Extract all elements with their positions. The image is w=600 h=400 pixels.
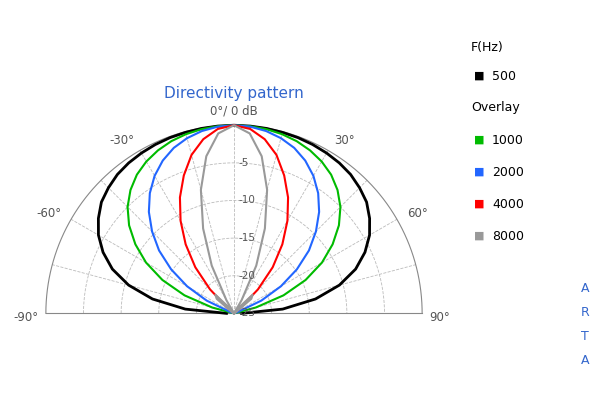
Text: -5: -5 xyxy=(239,158,249,168)
Text: T: T xyxy=(581,330,589,342)
Text: -90°: -90° xyxy=(13,312,38,324)
Text: A: A xyxy=(581,282,589,294)
Text: ■: ■ xyxy=(474,167,485,177)
Text: -60°: -60° xyxy=(36,207,61,220)
Text: R: R xyxy=(581,306,589,318)
Text: Overlay: Overlay xyxy=(471,102,520,114)
Text: 8000: 8000 xyxy=(492,230,524,242)
Text: ■: ■ xyxy=(474,71,485,81)
Text: 4000: 4000 xyxy=(492,198,524,210)
Text: 60°: 60° xyxy=(407,207,427,220)
Text: -20: -20 xyxy=(239,271,256,281)
Text: Directivity pattern: Directivity pattern xyxy=(164,86,304,101)
Text: ■: ■ xyxy=(474,199,485,209)
Text: 1000: 1000 xyxy=(492,134,524,146)
Text: ■: ■ xyxy=(474,231,485,241)
Text: 500: 500 xyxy=(492,70,516,82)
Text: 30°: 30° xyxy=(334,134,355,147)
Text: 2000: 2000 xyxy=(492,166,524,178)
Text: A: A xyxy=(581,354,589,366)
Text: F(Hz): F(Hz) xyxy=(471,42,504,54)
Text: -15: -15 xyxy=(239,233,256,243)
Text: -30°: -30° xyxy=(109,134,134,147)
Text: -10: -10 xyxy=(239,196,256,206)
Text: -25: -25 xyxy=(239,308,256,318)
Text: 90°: 90° xyxy=(430,312,451,324)
Text: 0°/ 0 dB: 0°/ 0 dB xyxy=(210,105,258,118)
Text: ■: ■ xyxy=(474,135,485,145)
